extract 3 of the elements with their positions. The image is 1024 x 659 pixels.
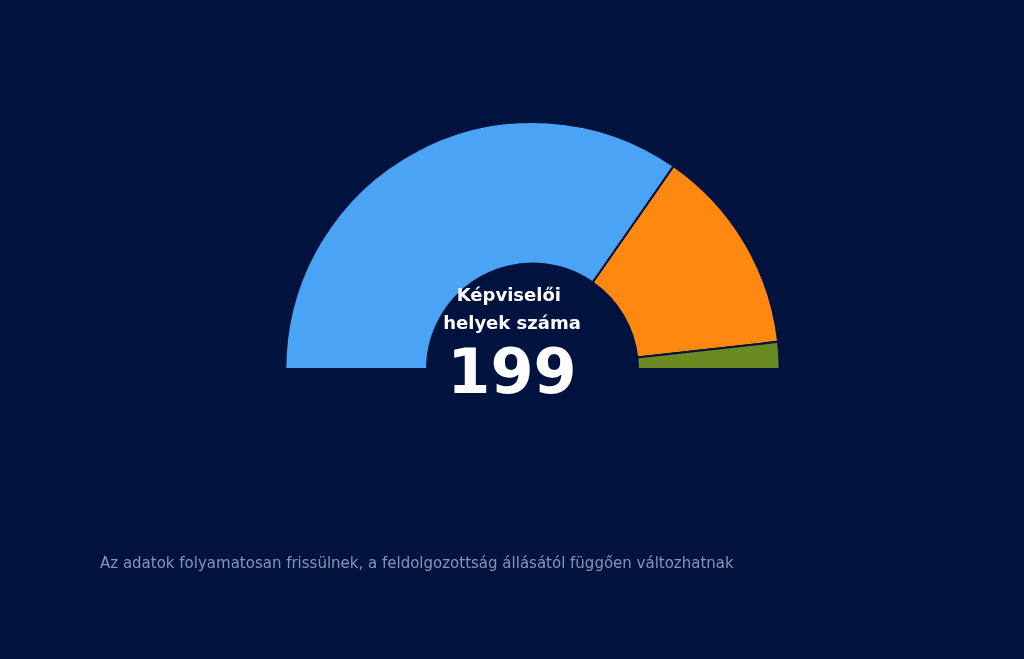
text: Az adatok folyamatosan frissülnek, a feldolgozottság állásától függően változhatnak bbox=[100, 553, 735, 572]
text: 199 bbox=[447, 334, 577, 408]
text: Képviselői helyek száma bbox=[443, 283, 581, 333]
